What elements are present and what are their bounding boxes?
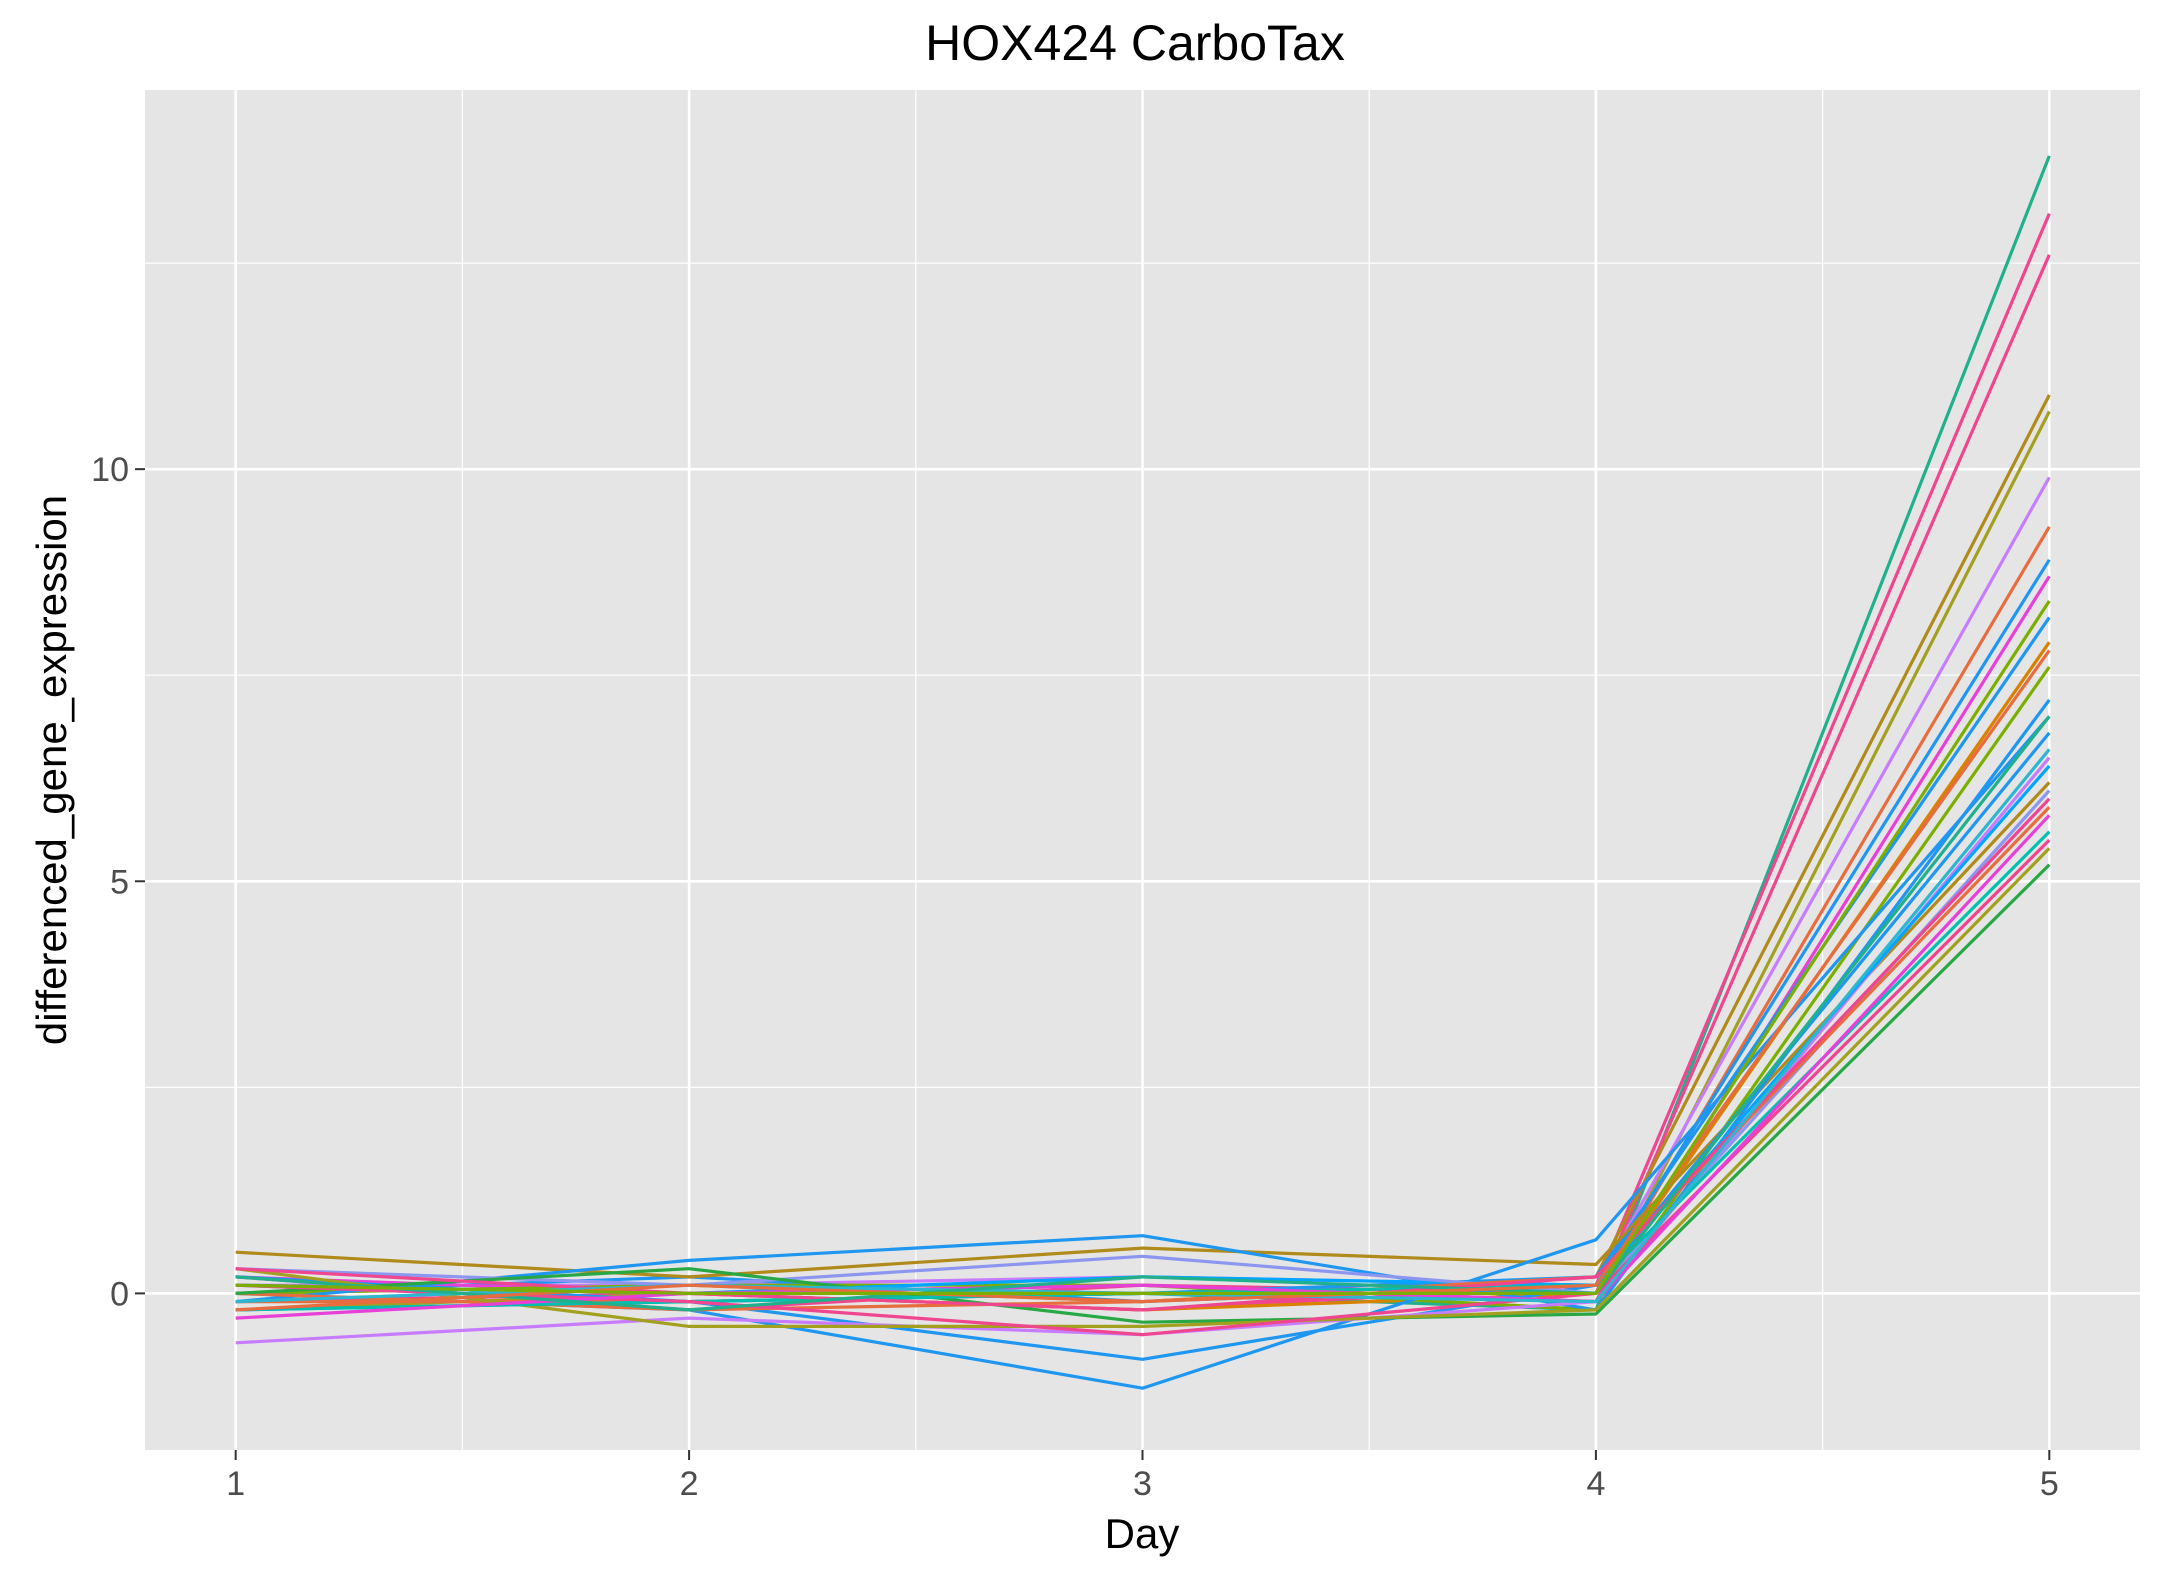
series-line-13 [235,781,2051,1279]
y-tick-label: 10 [91,451,129,489]
series-line-25 [235,814,2051,1320]
series-line-29 [235,649,2051,1312]
y-axis-title: differenced_gene_expression [28,495,75,1045]
series-lines [235,155,2051,1390]
x-axis-title: Day [1105,1510,1180,1557]
series-line-19 [235,789,2051,1296]
series-line-21 [235,863,2051,1324]
x-tick-label: 1 [226,1465,245,1503]
series-line-14 [235,698,2051,1312]
axis-ticks: 1 2 3 4 5 0 5 10 [91,451,2059,1503]
series-line-24 [235,838,2051,1337]
series-line-22 [235,847,2051,1329]
x-tick-label: 2 [680,1465,699,1503]
x-tick-label: 5 [2040,1465,2059,1503]
grid-lines [145,90,2140,1450]
chart-title: HOX424 CarboTax [925,15,1345,71]
y-tick-label: 5 [110,863,129,901]
x-tick-label: 4 [1586,1465,1605,1503]
y-tick-label: 0 [110,1275,129,1313]
series-line-30 [235,600,2051,1296]
series-line-28 [235,715,2051,1312]
x-tick-label: 3 [1133,1465,1152,1503]
